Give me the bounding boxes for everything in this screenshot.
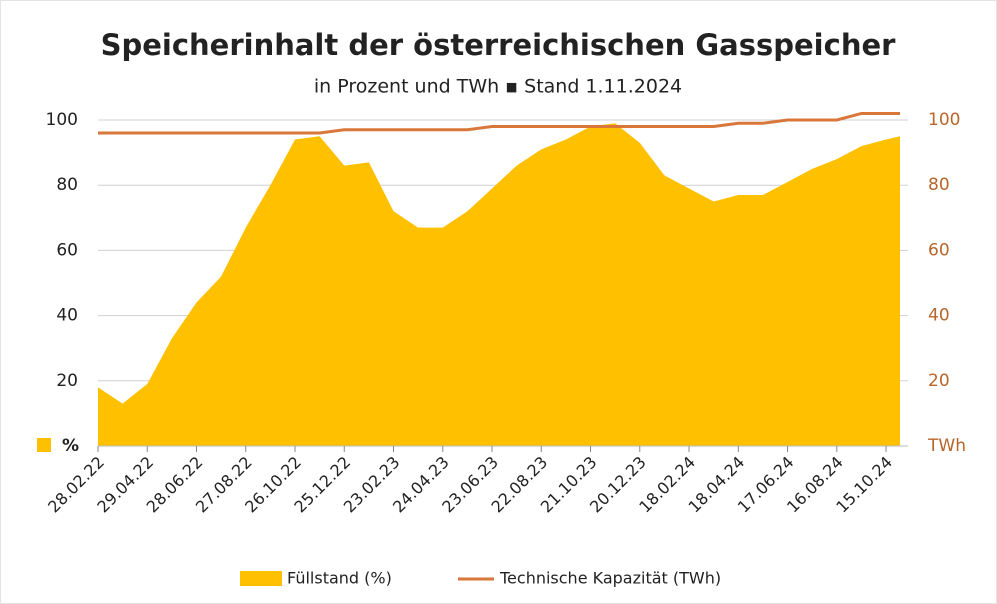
y2-tick-label: 80 [928, 175, 950, 195]
y-tick-label: 80 [56, 175, 78, 195]
y-tick-label: 40 [56, 306, 78, 326]
y2-unit: TWh [927, 436, 966, 456]
y2-tick-label: 20 [928, 371, 950, 391]
capacity-line [98, 111, 900, 135]
fill-area [98, 123, 900, 446]
chart-subtitle: in Prozent und TWh ▪ Stand 1.11.2024 [314, 76, 682, 98]
legend-label: Füllstand (%) [287, 569, 392, 588]
chart-title: Speicherinhalt der österreichischen Gass… [101, 28, 897, 62]
y-tick-label: 20 [56, 371, 78, 391]
y-unit: % [62, 436, 79, 456]
legend-label: Technische Kapazität (TWh) [499, 569, 721, 588]
y-tick-label: 60 [56, 240, 78, 260]
y2-tick-label: 60 [928, 240, 950, 260]
y2-tick-label: 100 [928, 110, 960, 130]
y-tick-label: 100 [46, 110, 78, 130]
legend-swatch [240, 571, 282, 586]
y2-tick-label: 40 [928, 306, 950, 326]
unit-swatch [37, 438, 51, 452]
